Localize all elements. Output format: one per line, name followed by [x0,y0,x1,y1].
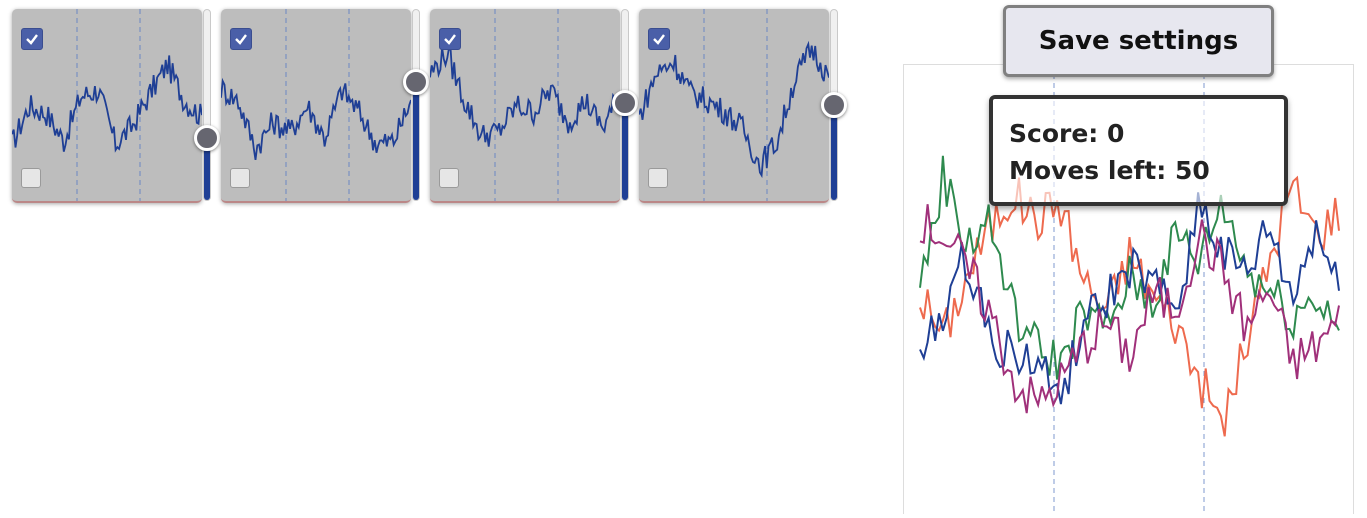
moves-left-text: Moves left: 50 [1009,156,1210,185]
signal-tile-3[interactable] [430,9,620,203]
score-text: Score: 0 [1009,119,1125,148]
slider-fill [831,105,837,200]
score-panel: Score: 0 Moves left: 50 [989,95,1288,206]
select-checkbox[interactable] [21,28,43,50]
slider-knob-4[interactable] [821,92,847,118]
signal-line-2 [919,155,1340,380]
slider-knob-2[interactable] [403,68,429,95]
tile-curve [12,55,202,153]
signal-tile-4[interactable] [639,9,829,203]
tile-slider-2[interactable] [412,9,420,201]
tile-plot [221,9,411,201]
tile-slider-1[interactable] [203,9,211,201]
signal-line-3 [919,192,1340,405]
signal-tile-2[interactable] [221,9,411,203]
secondary-checkbox[interactable] [230,168,250,188]
signal-tile-1[interactable] [12,9,202,203]
select-checkbox[interactable] [230,28,252,50]
tile-curve [639,40,829,179]
secondary-checkbox[interactable] [21,168,41,188]
check-icon [653,34,665,45]
tile-curve [430,45,620,147]
tile-plot [12,9,202,201]
signal-line-4 [919,204,1340,414]
slider-knob-1[interactable] [194,124,220,151]
check-icon [26,34,38,45]
tile-plot [430,9,620,201]
check-icon [235,34,247,45]
save-settings-button[interactable]: Save settings [1003,5,1274,77]
select-checkbox[interactable] [648,28,670,50]
check-icon [444,34,456,45]
tile-curve [221,77,411,161]
select-checkbox[interactable] [439,28,461,50]
slider-fill [204,137,210,200]
secondary-checkbox[interactable] [439,168,459,188]
slider-knob-3[interactable] [612,90,638,117]
secondary-checkbox[interactable] [648,168,668,188]
tile-plot [639,9,829,201]
slider-fill [413,82,419,200]
slider-fill [622,103,628,200]
